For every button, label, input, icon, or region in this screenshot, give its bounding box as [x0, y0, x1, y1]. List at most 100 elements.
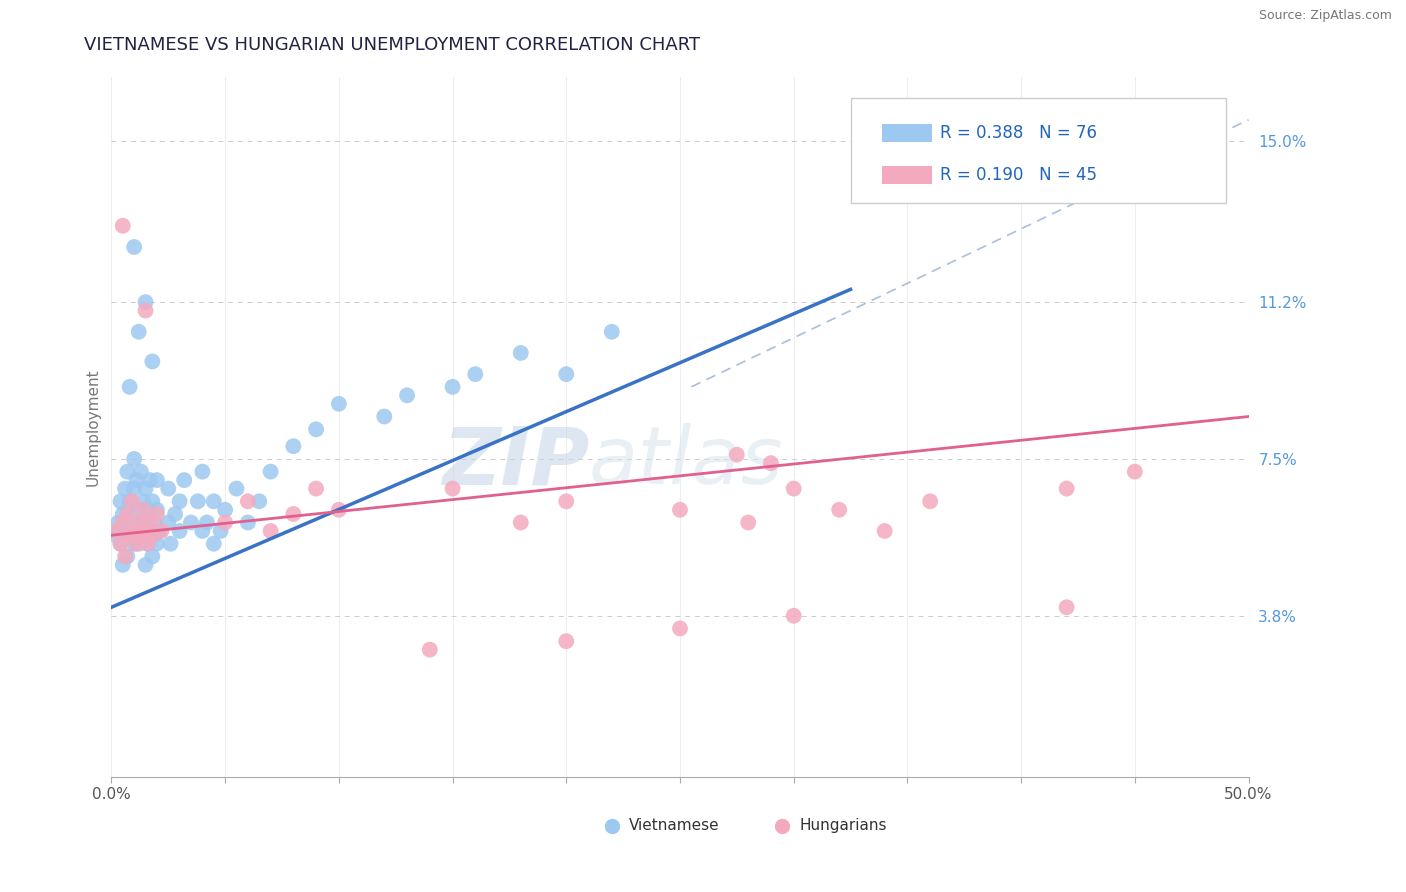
- Point: [122, 451, 145, 466]
- Point: [107, 516, 129, 530]
- Point: [202, 494, 225, 508]
- Point: [111, 558, 134, 572]
- Point: [118, 528, 141, 542]
- Point: [669, 622, 692, 636]
- Point: [236, 516, 259, 530]
- Point: [259, 465, 281, 479]
- Point: [141, 528, 163, 542]
- FancyBboxPatch shape: [851, 98, 1226, 203]
- Point: [305, 422, 328, 436]
- Point: [122, 240, 145, 254]
- Point: [136, 537, 159, 551]
- Point: [214, 503, 236, 517]
- Point: [150, 524, 173, 538]
- Point: [441, 482, 464, 496]
- Point: [669, 503, 692, 517]
- Point: [143, 516, 166, 530]
- Point: [129, 465, 152, 479]
- Point: [117, 503, 139, 517]
- Point: [555, 367, 578, 381]
- Y-axis label: Unemployment: Unemployment: [86, 368, 100, 486]
- Point: [114, 524, 136, 538]
- Point: [132, 494, 155, 508]
- Point: [135, 516, 157, 530]
- Point: [139, 524, 162, 538]
- Point: [111, 516, 134, 530]
- Point: [118, 528, 141, 542]
- Point: [139, 473, 162, 487]
- Point: [600, 325, 623, 339]
- Point: [1056, 600, 1078, 615]
- Point: [139, 516, 162, 530]
- Point: [509, 516, 531, 530]
- Text: VIETNAMESE VS HUNGARIAN UNEMPLOYMENT CORRELATION CHART: VIETNAMESE VS HUNGARIAN UNEMPLOYMENT COR…: [84, 36, 700, 54]
- Point: [328, 503, 350, 517]
- Point: [129, 516, 152, 530]
- Point: [1101, 177, 1123, 191]
- Point: [1056, 482, 1078, 496]
- Point: [128, 503, 150, 517]
- Point: [136, 503, 159, 517]
- Point: [1123, 465, 1146, 479]
- Point: [165, 507, 187, 521]
- Point: [159, 537, 181, 551]
- Point: [114, 482, 136, 496]
- Point: [305, 482, 328, 496]
- Point: [247, 494, 270, 508]
- Point: [104, 524, 127, 538]
- Text: Hungarians: Hungarians: [800, 818, 887, 833]
- Point: [783, 482, 806, 496]
- FancyBboxPatch shape: [883, 124, 932, 143]
- Point: [328, 397, 350, 411]
- Point: [157, 482, 180, 496]
- Point: [509, 346, 531, 360]
- Point: [209, 524, 232, 538]
- Point: [141, 494, 163, 508]
- Point: [117, 507, 139, 521]
- Point: [122, 482, 145, 496]
- Point: [396, 388, 419, 402]
- Point: [783, 608, 806, 623]
- Point: [259, 524, 281, 538]
- Text: atlas: atlas: [589, 423, 783, 501]
- Point: [180, 516, 202, 530]
- Point: [117, 465, 139, 479]
- Point: [114, 549, 136, 564]
- Point: [118, 380, 141, 394]
- Point: [202, 537, 225, 551]
- Point: [236, 494, 259, 508]
- Text: ZIP: ZIP: [441, 423, 589, 501]
- Point: [173, 473, 195, 487]
- Point: [135, 524, 157, 538]
- Point: [129, 528, 152, 542]
- Point: [128, 516, 150, 530]
- Point: [122, 537, 145, 551]
- Point: [104, 528, 127, 542]
- Point: [169, 524, 191, 538]
- Point: [135, 482, 157, 496]
- Point: [373, 409, 395, 424]
- Point: [195, 516, 218, 530]
- Point: [132, 528, 155, 542]
- Point: [125, 473, 148, 487]
- Point: [737, 516, 759, 530]
- Point: [110, 494, 132, 508]
- FancyBboxPatch shape: [883, 166, 932, 185]
- Point: [110, 537, 132, 551]
- Point: [828, 503, 851, 517]
- Point: [132, 503, 155, 517]
- Point: [169, 494, 191, 508]
- Point: [419, 642, 441, 657]
- Point: [136, 537, 159, 551]
- Point: [128, 325, 150, 339]
- Point: [121, 494, 143, 508]
- Point: [146, 503, 169, 517]
- Point: [146, 473, 169, 487]
- Point: [135, 295, 157, 310]
- Point: [225, 482, 247, 496]
- Point: [146, 507, 169, 521]
- Point: [121, 516, 143, 530]
- Point: [157, 516, 180, 530]
- Point: [283, 507, 305, 521]
- Point: [555, 494, 578, 508]
